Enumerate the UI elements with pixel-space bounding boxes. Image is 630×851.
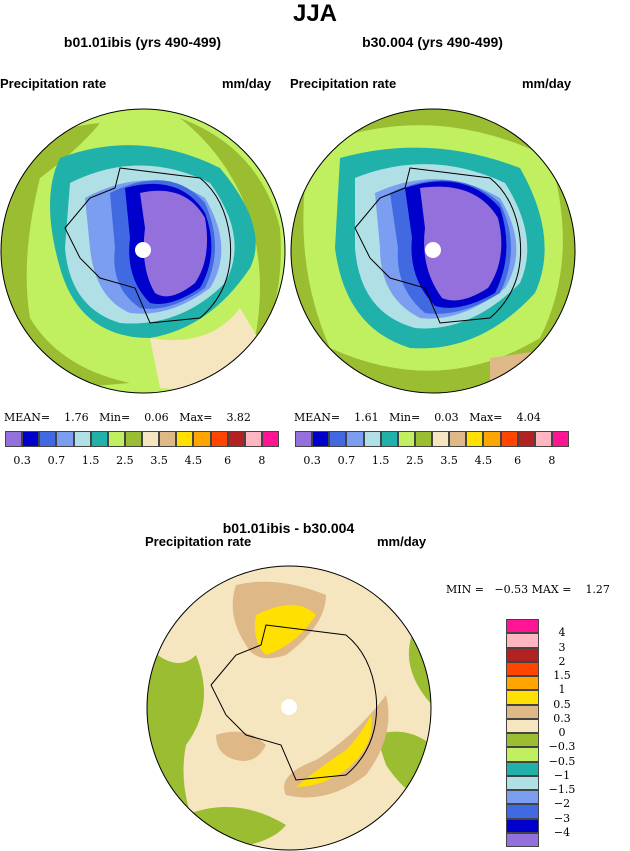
colorbar-box [551, 431, 569, 447]
panel-right-units: mm/day [522, 76, 572, 91]
colorbar-box [506, 747, 539, 762]
colorbar-box [500, 431, 518, 447]
colorbar-label: −0.5 [548, 754, 576, 768]
colorbar-box [506, 647, 539, 662]
colorbar-box [124, 431, 142, 447]
colorbar-box [506, 704, 539, 719]
colorbar-label: −1 [553, 768, 571, 782]
colorbar-box [534, 431, 552, 447]
colorbar-box [227, 431, 245, 447]
colorbar-box [432, 431, 450, 447]
colorbar-box [39, 431, 57, 447]
colorbar-label: 2.5 [116, 454, 134, 467]
colorbar-box [380, 431, 398, 447]
colorbar-box [312, 431, 330, 447]
colorbar-box [244, 431, 262, 447]
colorbar-label: 1.5 [81, 454, 100, 467]
colorbar-label: −0.3 [548, 740, 576, 754]
colorbar-box [506, 775, 539, 790]
colorbar-box [466, 431, 484, 447]
colorbar-box [506, 790, 539, 805]
colorbar-box [5, 431, 23, 447]
colorbar-box [90, 431, 108, 447]
colorbar-box [193, 431, 211, 447]
panel-right-variable: Precipitation rate [290, 76, 397, 91]
colorbar-label: 4.5 [184, 454, 203, 467]
colorbar-label: −3 [553, 811, 571, 825]
colorbar-label: −4 [553, 825, 571, 839]
colorbar-box [506, 661, 539, 676]
diff-subtitle: b01.01ibis - b30.004 [222, 520, 355, 536]
colorbar-label: 2 [558, 654, 566, 668]
colorbar-box [73, 431, 91, 447]
colorbar-label: 8 [258, 454, 266, 467]
colorbar-label: 0.7 [47, 454, 66, 467]
colorbar-box [295, 431, 313, 447]
colorbar-box [159, 431, 177, 447]
colorbar-box [261, 431, 279, 447]
colorbar-box [506, 804, 539, 819]
colorbar-box [506, 733, 539, 748]
colorbar-label: 4 [558, 626, 566, 640]
panel-left-variable: Precipitation rate [0, 76, 107, 91]
colorbar-box [506, 761, 539, 776]
colorbar-label: 8 [548, 454, 556, 467]
colorbar-label: 3 [558, 640, 566, 654]
colorbar-label: 0.5 [553, 697, 571, 711]
colorbar-label: 1.5 [553, 669, 571, 682]
colorbar-label: 2.5 [406, 454, 424, 467]
diff-units: mm/day [377, 534, 427, 549]
colorbar-box [56, 431, 74, 447]
colorbar-label: 6 [224, 454, 232, 467]
colorbar-box [506, 633, 539, 648]
figure-title: JJA [292, 0, 338, 27]
colorbar-label: 1.5 [371, 454, 390, 467]
colorbar-label: 0 [558, 726, 566, 739]
colorbar-box [506, 690, 539, 705]
colorbar-box [22, 431, 40, 447]
colorbar-label: 0.3 [553, 711, 571, 725]
panel-left-stats: MEAN= 1.76 Min= 0.06 Max= 3.82 [4, 411, 251, 424]
colorbar-label: 4.5 [474, 454, 493, 467]
colorbar-label: 0.7 [337, 454, 356, 467]
colorbar-box [506, 676, 539, 691]
colorbar-box [363, 431, 381, 447]
colorbar-box [346, 431, 364, 447]
colorbar-label: 3.5 [440, 454, 458, 467]
panel-left-units: mm/day [222, 76, 272, 91]
panel-right-stats: MEAN= 1.61 Min= 0.03 Max= 4.04 [294, 411, 541, 424]
colorbar-box [483, 431, 501, 447]
colorbar-box [176, 431, 194, 447]
colorbar-box [107, 431, 125, 447]
colorbar-label: 3.5 [150, 454, 168, 467]
map-left [0, 108, 286, 394]
diff-variable: Precipitation rate [145, 534, 252, 549]
map-diff [146, 565, 432, 851]
colorbar-box [506, 619, 539, 634]
panel-right-subtitle: b30.004 (yrs 490-499) [362, 34, 503, 50]
colorbar-box [517, 431, 535, 447]
map-right [290, 108, 576, 394]
colorbar-box [414, 431, 432, 447]
colorbar-box [506, 818, 539, 833]
colorbar-box [449, 431, 467, 447]
colorbar-box [506, 832, 539, 847]
colorbar-box [329, 431, 347, 447]
panel-left-subtitle: b01.01ibis (yrs 490-499) [63, 34, 222, 50]
colorbar-box [397, 431, 415, 447]
colorbar-box [142, 431, 160, 447]
colorbar-label: 6 [514, 454, 522, 467]
colorbar-label: 0.3 [13, 454, 31, 467]
colorbar-box [210, 431, 228, 447]
colorbar-label: 0.3 [303, 454, 321, 467]
colorbar-label: 1 [558, 683, 566, 697]
diff-stats: MIN = −0.53 MAX = 1.27 [446, 583, 610, 596]
colorbar-label: −1.5 [548, 783, 576, 796]
colorbar-box [506, 718, 539, 733]
colorbar-label: −2 [553, 797, 571, 811]
